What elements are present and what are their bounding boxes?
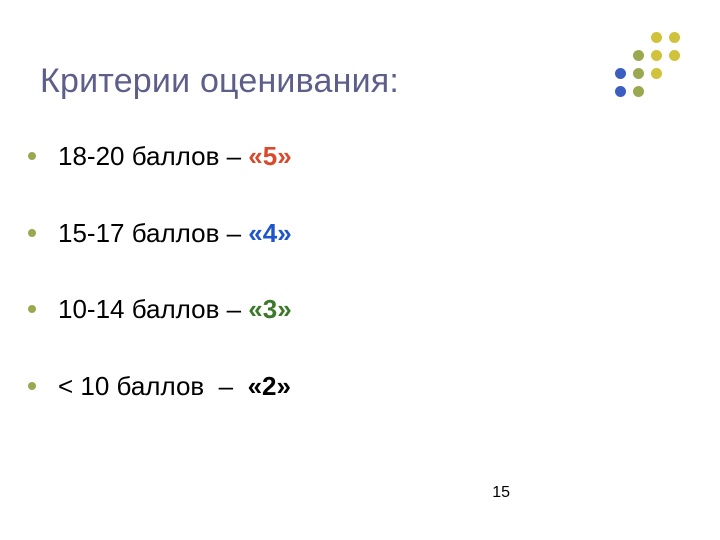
item-label: < 10 баллов – bbox=[58, 370, 248, 403]
dot-icon bbox=[651, 50, 662, 61]
dot-icon bbox=[633, 86, 644, 97]
item-grade: «4» bbox=[248, 217, 291, 250]
criteria-list: 18-20 баллов – «5» 15-17 баллов – «4» 10… bbox=[28, 140, 588, 446]
item-label: 10-14 баллов – bbox=[58, 293, 248, 326]
dot-icon bbox=[651, 68, 662, 79]
corner-dots-decoration bbox=[615, 32, 680, 97]
item-label: 18-20 баллов – bbox=[58, 140, 248, 173]
dot-icon bbox=[615, 68, 626, 79]
slide-title: Критерии оценивания: bbox=[40, 62, 399, 101]
item-grade: «5» bbox=[248, 140, 291, 173]
bullet-icon bbox=[28, 305, 36, 313]
item-grade: «2» bbox=[248, 370, 291, 403]
dot-icon bbox=[669, 50, 680, 61]
page-number: 15 bbox=[492, 484, 510, 502]
list-item: 18-20 баллов – «5» bbox=[28, 140, 588, 173]
item-label: 15-17 баллов – bbox=[58, 217, 248, 250]
dot-icon bbox=[633, 50, 644, 61]
dot-icon bbox=[615, 86, 626, 97]
list-item: < 10 баллов – «2» bbox=[28, 370, 588, 403]
list-item: 15-17 баллов – «4» bbox=[28, 217, 588, 250]
dot-icon bbox=[669, 32, 680, 43]
list-item: 10-14 баллов – «3» bbox=[28, 293, 588, 326]
dot-icon bbox=[651, 32, 662, 43]
bullet-icon bbox=[28, 152, 36, 160]
slide: Критерии оценивания: 18-20 баллов – «5» … bbox=[0, 0, 720, 540]
bullet-icon bbox=[28, 382, 36, 390]
bullet-icon bbox=[28, 229, 36, 237]
dot-icon bbox=[633, 68, 644, 79]
item-grade: «3» bbox=[248, 293, 291, 326]
